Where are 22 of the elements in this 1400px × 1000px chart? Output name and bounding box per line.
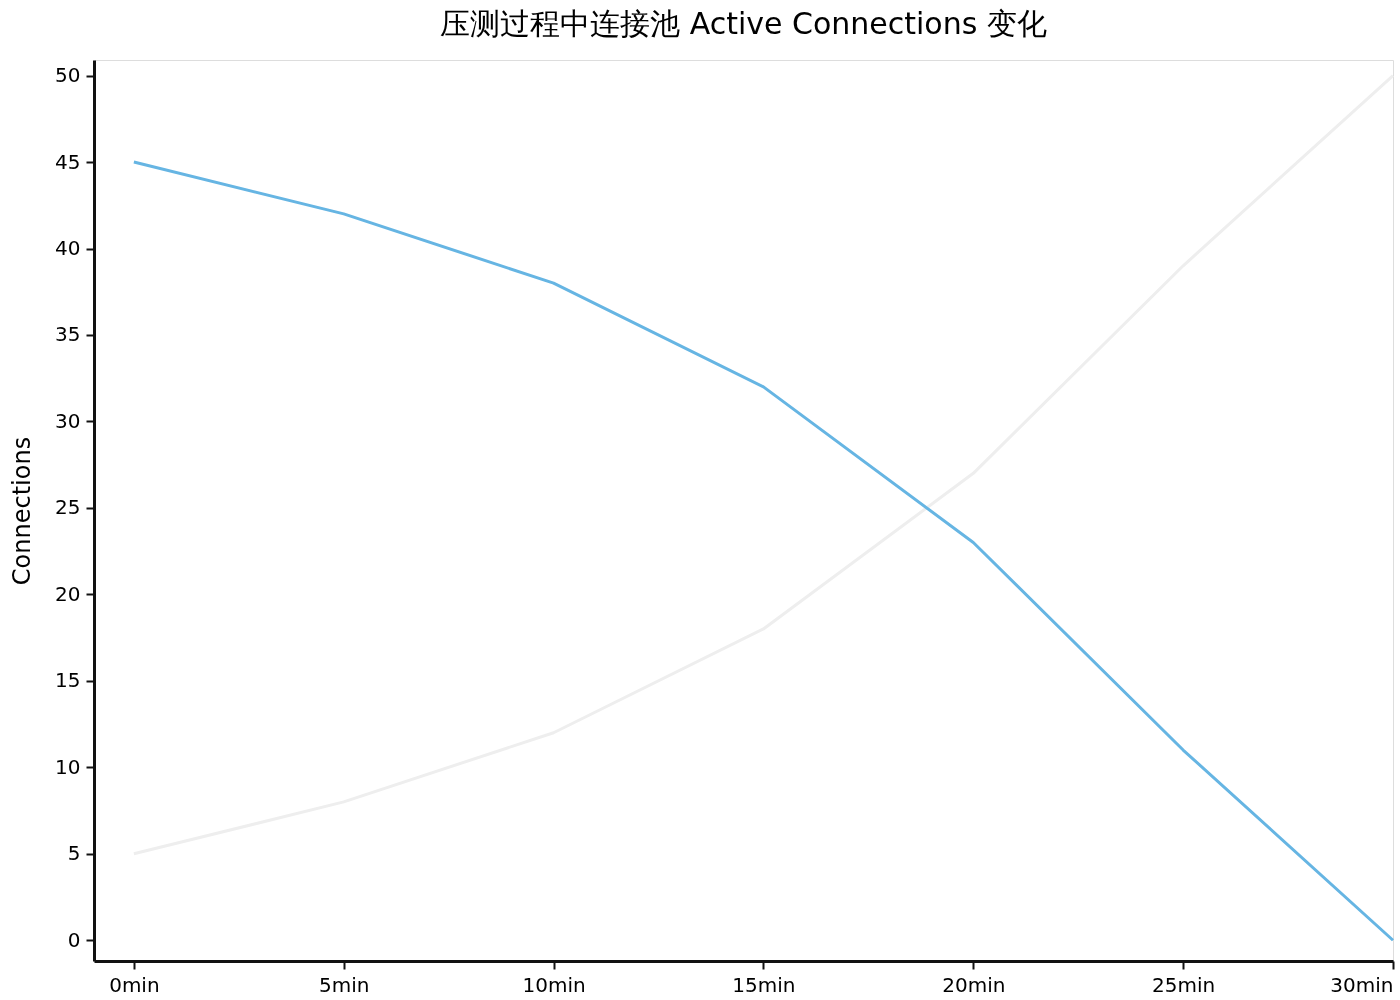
y-tick-label: 5 [67,841,81,866]
y-tick-label: 0 [67,927,81,952]
x-tick-label: 15min [732,972,796,997]
chart-title: 压测过程中连接池 Active Connections 变化 [440,6,1047,41]
y-tick-label: 30 [55,408,81,433]
x-tick-label: 30min [1330,972,1394,997]
x-tick-label: 10min [522,972,586,997]
x-tick-label: 20min [942,972,1006,997]
y-axis-title: Connections [8,436,37,586]
y-tick-label: 25 [55,495,81,520]
x-tick-label: 0min [109,972,160,997]
y-tick-label: 45 [55,149,81,174]
line-series [132,160,1395,942]
y-tick-label: 10 [55,754,81,779]
y-tick-label: 15 [55,668,81,693]
line-series [132,74,1395,856]
y-tick-label: 40 [55,236,81,260]
y-tick-label: 20 [55,581,81,606]
x-tick-label: 25min [1152,972,1216,997]
x-tick-label: 5min [319,972,370,997]
y-tick-label: 35 [55,322,81,347]
y-tick-label: 50 [55,63,81,88]
